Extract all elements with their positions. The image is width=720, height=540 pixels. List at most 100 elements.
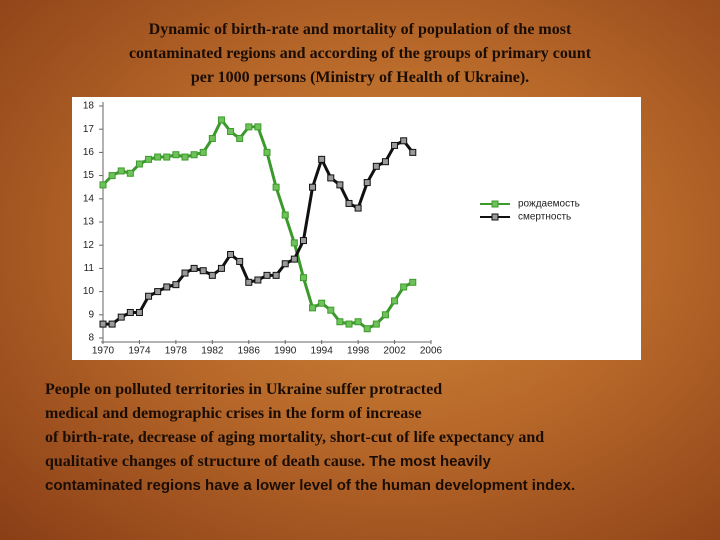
point: [126, 308, 134, 316]
point: [163, 283, 171, 291]
point: [327, 306, 335, 314]
point: [135, 308, 143, 316]
body-line: People on polluted territories in Ukrain…: [45, 381, 443, 398]
y-tick-label: 12: [83, 240, 95, 251]
point: [154, 153, 162, 161]
point: [372, 320, 380, 328]
point: [236, 257, 244, 265]
x-tick-label: 1998: [347, 346, 370, 357]
point: [190, 151, 198, 159]
point: [272, 271, 280, 279]
point: [345, 320, 353, 328]
title-line: contaminated regions and according of th…: [128, 45, 592, 62]
point: [199, 148, 207, 156]
point: [254, 123, 262, 131]
point: [263, 271, 271, 279]
title-line: Dynamic of birth-rate and mortality of p…: [148, 21, 572, 38]
point: [181, 269, 189, 277]
point: [372, 162, 380, 170]
point: [400, 283, 408, 291]
point: [318, 299, 326, 307]
point: [290, 255, 298, 263]
y-tick-label: 14: [83, 193, 95, 204]
point: [354, 204, 362, 212]
point: [172, 151, 180, 159]
point: [409, 148, 417, 156]
point: [363, 179, 371, 187]
y-tick-label: 11: [84, 263, 95, 274]
point: [245, 123, 253, 131]
point: [99, 320, 107, 328]
y-tick-label: 10: [83, 286, 95, 297]
point: [263, 148, 271, 156]
x-tick-label: 1994: [311, 346, 334, 357]
point: [126, 169, 134, 177]
point: [236, 134, 244, 142]
slide-title: Dynamic of birth-rate and mortality of p…: [0, 18, 720, 90]
point: [345, 199, 353, 207]
point: [281, 211, 289, 219]
point: [154, 288, 162, 296]
point: [336, 181, 344, 189]
y-tick-label: 8: [88, 333, 94, 344]
point: [354, 318, 362, 326]
body-line: of birth-rate, decrease of aging mortali…: [45, 429, 545, 446]
point: [391, 297, 399, 305]
point: [208, 134, 216, 142]
y-tick-label: 15: [83, 170, 95, 181]
body-line: The most heavily: [369, 453, 491, 470]
x-tick-label: 1974: [128, 346, 151, 357]
x-tick-label: 1978: [165, 346, 188, 357]
point: [245, 278, 253, 286]
slide-body: People on polluted territories in Ukrain…: [45, 378, 715, 498]
point: [217, 116, 225, 124]
point: [254, 276, 262, 284]
point: [272, 183, 280, 191]
point: [108, 172, 116, 180]
point: [363, 325, 371, 333]
point: [281, 260, 289, 268]
body-line: contaminated regions have a lower level …: [45, 477, 576, 494]
point: [327, 174, 335, 182]
y-tick-label: 13: [83, 217, 95, 228]
point: [400, 137, 408, 145]
point: [117, 313, 125, 321]
point: [299, 237, 307, 245]
point: [409, 278, 417, 286]
point: [99, 181, 107, 189]
point: [181, 153, 189, 161]
legend-marker: [491, 213, 499, 221]
title-line: per 1000 persons (Ministry of Health of …: [190, 69, 530, 86]
body-line: qualitative changes of structure of deat…: [45, 453, 366, 470]
point: [190, 264, 198, 272]
point: [309, 304, 317, 312]
point: [172, 281, 180, 289]
x-tick-label: 1982: [201, 346, 224, 357]
x-tick-label: 1986: [238, 346, 261, 357]
point: [135, 160, 143, 168]
x-tick-label: 1990: [274, 346, 297, 357]
point: [145, 292, 153, 300]
point: [309, 183, 317, 191]
y-tick-label: 18: [83, 101, 95, 112]
point: [145, 155, 153, 163]
x-tick-label: 2006: [420, 346, 443, 357]
legend-label: рождаемость: [518, 199, 580, 210]
point: [299, 274, 307, 282]
x-tick-label: 1970: [92, 346, 115, 357]
point: [381, 158, 389, 166]
y-tick-label: 16: [83, 147, 95, 158]
point: [208, 271, 216, 279]
point: [318, 155, 326, 163]
point: [391, 141, 399, 149]
point: [108, 320, 116, 328]
point: [163, 153, 171, 161]
point: [290, 239, 298, 247]
point: [217, 264, 225, 272]
y-tick-label: 9: [88, 309, 94, 320]
point: [227, 250, 235, 258]
legend-marker: [491, 200, 499, 208]
x-tick-label: 2002: [383, 346, 406, 357]
point: [117, 167, 125, 175]
